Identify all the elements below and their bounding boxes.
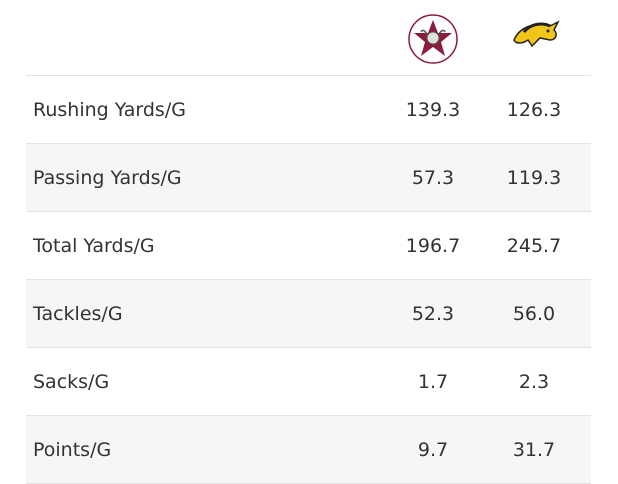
table-row: Rushing Yards/G 139.3 126.3: [26, 76, 591, 144]
table-row: Sacks/G 1.7 2.3: [26, 348, 591, 416]
stat-label: Points/G: [33, 438, 112, 461]
table-row: Total Yards/G 196.7 245.7: [26, 212, 591, 280]
stats-table: Rushing Yards/G 139.3 126.3 Passing Yards/G…: [26, 0, 591, 484]
table-row: Points/G 9.7 31.7: [26, 416, 591, 484]
table-header: [26, 0, 591, 76]
stat-label: Sacks/G: [33, 370, 110, 393]
stat-label: Total Yards/G: [33, 234, 155, 257]
table-row: Passing Yards/G 57.3 119.3: [26, 144, 591, 212]
team-logo-away: [513, 20, 560, 48]
stat-label: Rushing Yards/G: [33, 98, 186, 121]
stat-label: Passing Yards/G: [33, 166, 182, 189]
stat-label: Tackles/G: [33, 302, 123, 325]
table-body: Rushing Yards/G 139.3 126.3 Passing Yards/G…: [26, 76, 591, 484]
team-logo-home: [408, 14, 458, 64]
table-row: Tackles/G 52.3 56.0: [26, 280, 591, 348]
